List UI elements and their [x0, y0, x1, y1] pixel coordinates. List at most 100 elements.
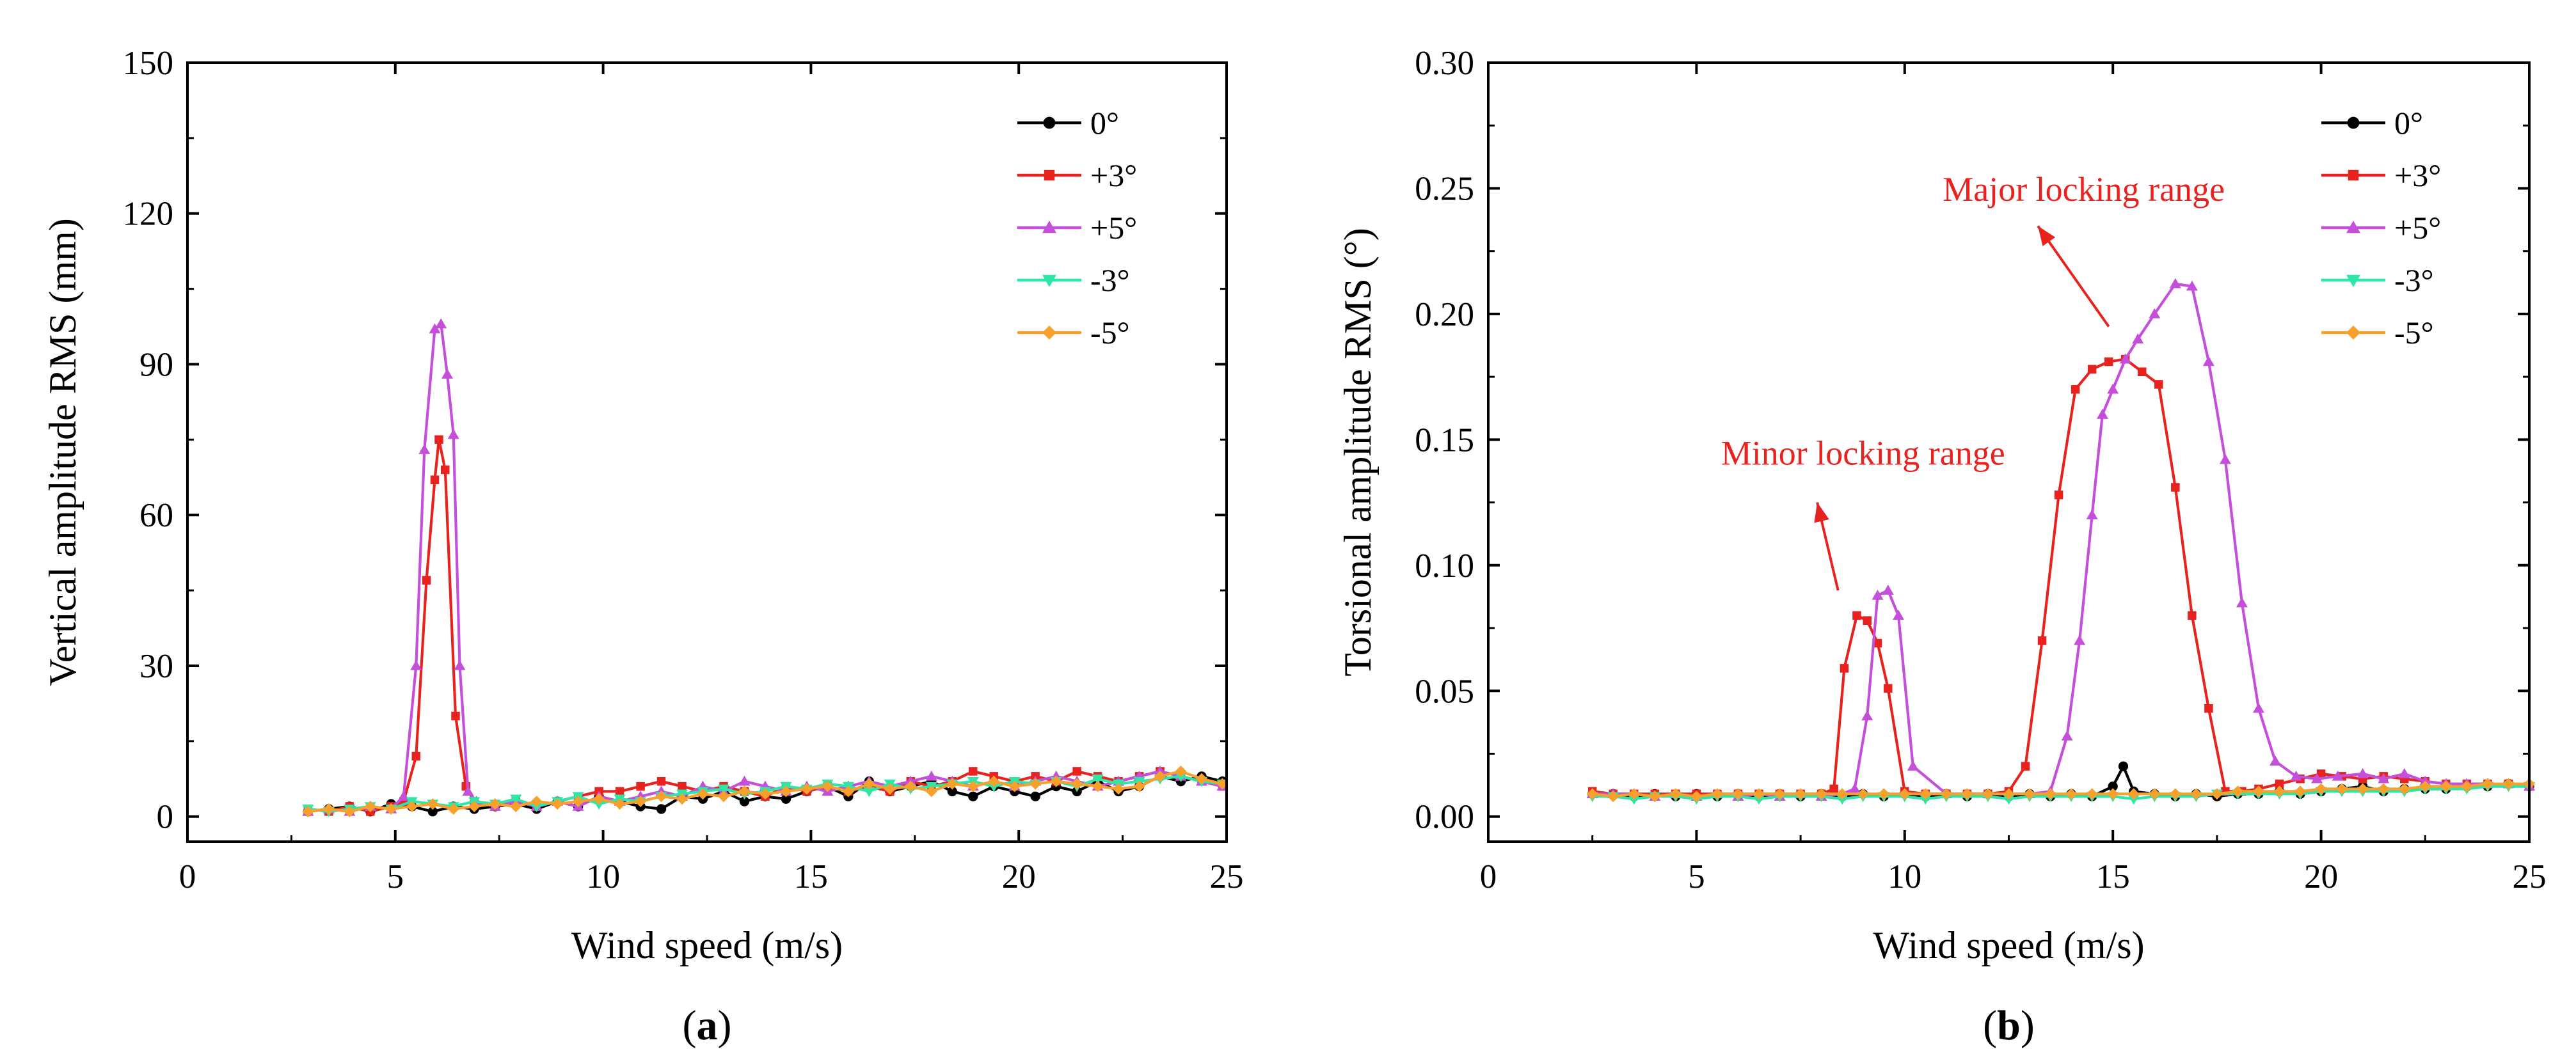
legend-label: +5°	[1090, 210, 1137, 246]
x-tick-label: 10	[1888, 858, 1921, 895]
data-point	[468, 800, 481, 812]
x-tick-label: 20	[1002, 858, 1036, 895]
data-point	[863, 787, 875, 798]
data-point	[1030, 791, 1040, 801]
series-group	[302, 318, 1228, 817]
data-point	[759, 788, 771, 800]
data-point	[2311, 773, 2323, 783]
data-point	[572, 796, 584, 808]
data-point	[397, 790, 409, 801]
legend-label: 0°	[2394, 105, 2423, 141]
data-point	[1882, 585, 1894, 595]
legend-label: +5°	[2394, 210, 2441, 246]
x-tick-label: 5	[387, 858, 404, 895]
data-point	[2232, 785, 2244, 798]
data-point	[615, 787, 624, 796]
data-point	[676, 793, 688, 805]
data-point	[427, 806, 438, 817]
data-point	[454, 659, 466, 670]
panel-letter: b	[1997, 1002, 2021, 1049]
legend-marker-3	[2346, 274, 2360, 287]
legend: 0° +3° +5° -3° -5°	[2321, 105, 2441, 350]
panel-paren-close: )	[718, 1002, 732, 1049]
data-point	[1920, 788, 1932, 800]
y-tick-label: 150	[123, 45, 174, 82]
data-point	[968, 767, 978, 776]
data-point	[717, 790, 729, 803]
annotation-text: Minor locking range	[1721, 434, 2005, 473]
legend-label: 0°	[1090, 105, 1119, 141]
data-point	[1940, 788, 1952, 800]
y-tick-label: 90	[139, 346, 173, 383]
data-point	[1072, 767, 1081, 776]
data-point	[635, 796, 647, 808]
data-point	[322, 803, 335, 815]
data-point	[302, 805, 314, 817]
data-point	[738, 775, 751, 786]
data-point	[2481, 778, 2493, 790]
panel-label: (a)	[683, 1002, 732, 1049]
data-point	[842, 785, 854, 798]
data-point	[441, 368, 453, 379]
data-point	[1893, 610, 1905, 620]
data-point	[2336, 783, 2348, 795]
data-point	[1795, 788, 1807, 800]
data-point	[1092, 780, 1104, 792]
data-point	[2118, 761, 2129, 771]
data-point	[1050, 775, 1062, 787]
data-point	[2186, 280, 2198, 291]
data-point	[2171, 483, 2180, 492]
data-point	[2132, 333, 2144, 343]
y-tick-label: 0.20	[1415, 296, 1474, 333]
data-point	[738, 785, 751, 798]
data-point	[2021, 762, 2030, 771]
data-point	[1092, 775, 1104, 785]
series-line-1	[308, 438, 1223, 814]
y-tick-label: 30	[139, 648, 173, 685]
data-point	[1898, 788, 1911, 800]
data-point	[2252, 702, 2264, 713]
data-point	[2119, 353, 2131, 364]
legend-label: -3°	[2394, 262, 2434, 298]
series-line-2	[1592, 282, 2530, 798]
data-point	[2108, 781, 2118, 792]
legend-label: -5°	[1090, 315, 1130, 350]
data-point	[1774, 788, 1786, 800]
data-point	[2024, 788, 2036, 800]
data-point	[884, 783, 896, 795]
y-tick-label: 60	[139, 497, 173, 534]
data-point	[434, 435, 443, 444]
data-point	[2378, 773, 2390, 783]
data-point	[1878, 788, 1890, 800]
data-point	[1829, 784, 1838, 794]
legend-label: -5°	[2394, 315, 2434, 350]
panel-paren-close: )	[2021, 1002, 2035, 1049]
data-point	[2378, 783, 2390, 795]
data-point	[1030, 778, 1042, 790]
data-point	[2127, 788, 2140, 800]
data-point	[2202, 356, 2214, 366]
annotation-arrow-head	[1814, 502, 1829, 523]
data-point	[2204, 704, 2213, 713]
data-point	[435, 318, 447, 329]
data-point	[2065, 788, 2078, 800]
y-axis-label: Vertical amplitude RMS (mm)	[42, 218, 84, 686]
chart-panel-a: 0 5 10 15 20 25 0 30 60 90 120 150 Wind speed (m/s) V…	[42, 45, 1244, 1049]
data-point	[1907, 760, 1919, 771]
data-point	[655, 790, 667, 803]
data-point	[2104, 357, 2113, 366]
legend-marker-1	[1044, 169, 1055, 181]
data-point	[822, 780, 834, 792]
data-point	[2290, 770, 2302, 781]
data-point	[447, 429, 459, 439]
data-point	[2138, 367, 2147, 377]
panel-label: (b)	[1983, 1002, 2035, 1049]
data-point	[614, 798, 626, 810]
data-point	[1113, 783, 1125, 795]
legend-marker-3	[1042, 274, 1056, 287]
y-axis-label: Torsional amplitude RMS (°)	[1337, 228, 1379, 676]
data-point	[2219, 453, 2231, 464]
data-point	[697, 788, 709, 800]
data-point	[800, 783, 813, 795]
data-point	[656, 804, 667, 814]
